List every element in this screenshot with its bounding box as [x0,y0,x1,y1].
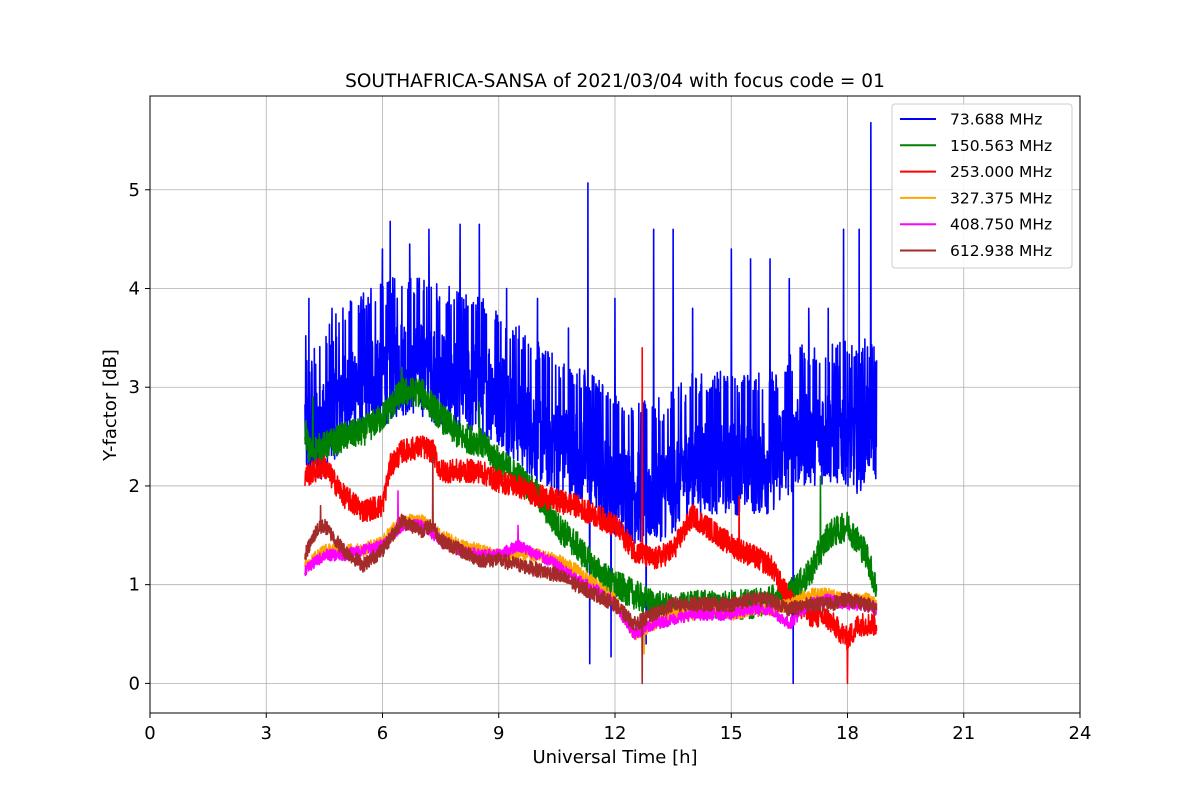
plot-area [304,121,878,685]
series-line [304,455,878,685]
y-tick-label: 4 [129,279,140,300]
y-tick-label: 0 [129,673,140,694]
legend-label: 327.375 MHz [950,189,1052,207]
x-tick-label: 9 [493,723,504,744]
legend-box [891,103,1073,269]
y-tick-label: 3 [129,377,140,398]
legend-label: 253.000 MHz [950,163,1052,181]
legend-label: 73.688 MHz [950,111,1042,129]
y-tick-label: 1 [129,575,140,596]
legend: 73.688 MHz 150.563 MHz 253.000 MHz 327.375 … [891,103,1073,269]
chart-title: SOUTHAFRICA-SANSA of 2021/03/04 with foc… [345,71,885,92]
x-axis-label: Universal Time [h] [532,747,697,768]
y-axis-label: Y-factor [dB] [100,349,121,462]
x-tick-label: 3 [261,723,272,744]
legend-label: 150.563 MHz [950,137,1052,155]
y-tick-label: 5 [129,180,140,201]
x-tick-label: 18 [836,723,859,744]
x-axis: 0 3 6 9 12 15 18 21 24 [144,713,1091,744]
x-tick-label: 6 [377,723,388,744]
x-tick-label: 0 [144,723,155,744]
legend-label: 408.750 MHz [950,216,1052,234]
y-axis: 0 1 2 3 4 5 [129,180,150,694]
series-line [304,346,878,685]
x-tick-label: 21 [952,723,975,744]
y-tick-label: 2 [129,476,140,497]
legend-label: 612.938 MHz [950,242,1052,260]
x-tick-label: 15 [720,723,743,744]
x-tick-label: 12 [604,723,627,744]
x-tick-label: 24 [1069,723,1092,744]
